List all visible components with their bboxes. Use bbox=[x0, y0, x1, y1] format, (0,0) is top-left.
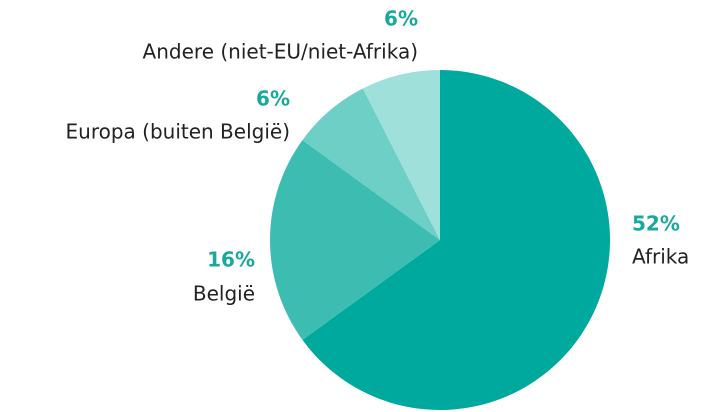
category-label: België bbox=[193, 282, 255, 306]
category-label: Afrika bbox=[632, 245, 689, 269]
value-label: 52% bbox=[632, 212, 680, 236]
value-label: 16% bbox=[207, 248, 255, 272]
value-label: 6% bbox=[256, 87, 290, 111]
pie-slice bbox=[302, 88, 440, 240]
category-label: Andere (niet-EU/niet-Afrika) bbox=[143, 40, 418, 64]
pie-slice bbox=[270, 140, 440, 340]
value-label: 6% bbox=[384, 7, 418, 31]
pie-slice bbox=[302, 70, 610, 411]
category-label: Europa (buiten België) bbox=[66, 120, 291, 144]
pie-slice bbox=[362, 70, 440, 240]
